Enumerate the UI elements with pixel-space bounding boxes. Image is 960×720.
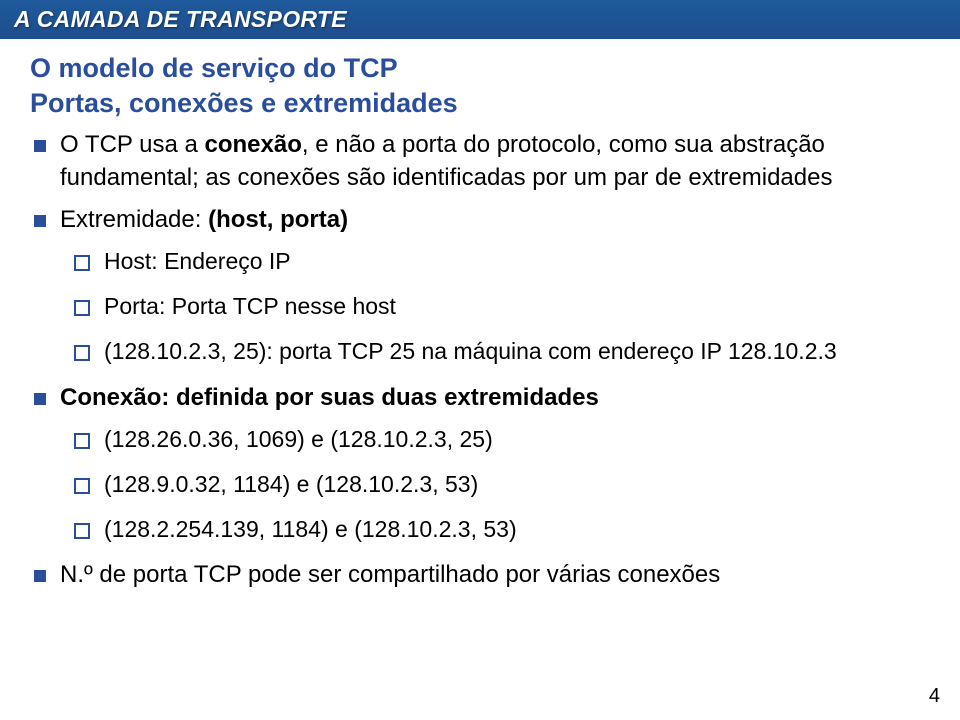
subtitle-2: Portas, conexões e extremidades — [30, 86, 930, 121]
b2-bold: (host, porta) — [208, 206, 348, 233]
b2-sublist: Host: Endereço IP Porta: Porta TCP nesse… — [74, 246, 930, 367]
b2-pre: Extremidade: — [60, 206, 208, 233]
b3-s1: (128.26.0.36, 1069) e (128.10.2.3, 25) — [74, 424, 930, 455]
bullet-2: Extremidade: (host, porta) Host: Endereç… — [30, 204, 930, 368]
slide-title: A CAMADA DE TRANSPORTE — [0, 0, 960, 39]
b3-s2: (128.9.0.32, 1184) e (128.10.2.3, 53) — [74, 469, 930, 500]
b1-pre: O TCP usa a — [60, 131, 205, 158]
b1-bold: conexão — [205, 131, 302, 158]
bullet-4: N.º de porta TCP pode ser compartilhado … — [30, 559, 930, 591]
content-area: O modelo de serviço do TCP Portas, conex… — [0, 39, 960, 591]
page-number: 4 — [929, 685, 940, 708]
b3-sublist: (128.26.0.36, 1069) e (128.10.2.3, 25) (… — [74, 424, 930, 545]
bullet-1: O TCP usa a conexão, e não a porta do pr… — [30, 129, 930, 194]
b2-s2: Porta: Porta TCP nesse host — [74, 291, 930, 322]
b3-bold: Conexão: definida por suas duas extremid… — [60, 384, 599, 411]
subtitle-1: O modelo de serviço do TCP — [30, 51, 930, 86]
bullet-3: Conexão: definida por suas duas extremid… — [30, 382, 930, 546]
b3-s3: (128.2.254.139, 1184) e (128.10.2.3, 53) — [74, 514, 930, 545]
b2-s3: (128.10.2.3, 25): porta TCP 25 na máquin… — [74, 336, 930, 367]
b2-s1: Host: Endereço IP — [74, 246, 930, 277]
bullet-list: O TCP usa a conexão, e não a porta do pr… — [30, 129, 930, 591]
